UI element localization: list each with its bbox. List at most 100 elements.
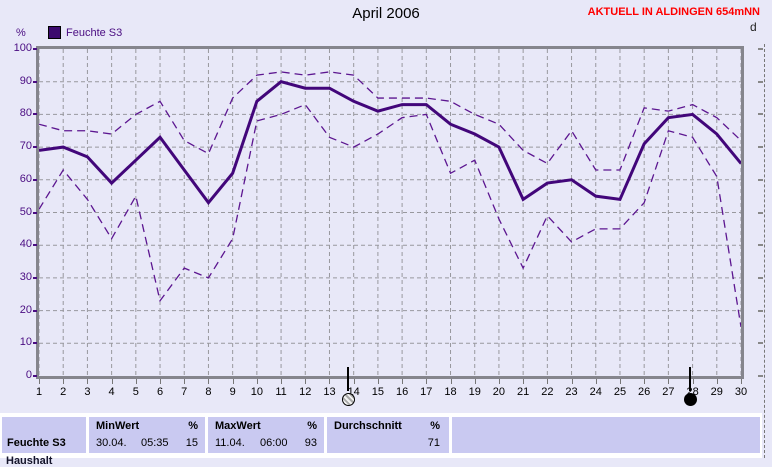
x-tick-mark (571, 379, 573, 384)
x-tick-label: 9 (229, 386, 236, 398)
x-tick-label: 18 (444, 386, 457, 398)
series-mean-line (39, 80, 741, 206)
y-tick-mark (33, 244, 37, 247)
y-tick-mark (33, 80, 37, 83)
secondary-chart-axis (764, 44, 765, 458)
x-tick-label: 3 (84, 386, 91, 398)
y-tick-label: 80 (19, 107, 32, 120)
x-tick-label: 20 (492, 386, 506, 398)
y-tick-mark (33, 309, 37, 312)
min-time: 05:35 (141, 437, 169, 449)
secondary-axis-tick (758, 309, 763, 312)
y-tick-label: 0 (25, 369, 32, 381)
x-tick-mark (668, 379, 670, 384)
secondary-axis-tick (758, 80, 763, 83)
x-tick-mark (256, 379, 258, 384)
right-axis-label: d (750, 20, 757, 34)
plot-area (36, 46, 744, 379)
y-tick-label: 40 (19, 238, 32, 251)
x-tick-mark (450, 379, 452, 384)
y-tick-label: 30 (19, 270, 32, 283)
sensor-name-cell: Feuchte S3 (2, 417, 86, 453)
x-tick-label: 5 (132, 386, 139, 398)
secondary-axis-tick (758, 211, 763, 214)
x-tick-label: 21 (517, 386, 530, 398)
y-axis-unit-label: % (16, 27, 26, 39)
x-tick-mark (402, 379, 404, 384)
x-tick-mark (741, 379, 742, 384)
x-tick-label: 7 (181, 386, 188, 398)
x-tick-label: 6 (156, 386, 164, 398)
avg-unit: % (430, 420, 440, 432)
x-tick-mark (232, 379, 234, 384)
x-tick-mark (353, 379, 355, 384)
x-tick-label: 26 (638, 386, 651, 398)
secondary-axis-tick (758, 113, 763, 116)
sensor-name: Feuchte S3 (7, 437, 66, 449)
max-cell: MaxWert % 11.04. 06:00 93 (208, 417, 324, 453)
x-tick-mark (281, 379, 283, 384)
min-header: MinWert (96, 420, 140, 432)
x-tick-label: 27 (662, 386, 675, 398)
y-tick-mark (33, 113, 37, 116)
legend-label: Feuchte S3 (66, 26, 123, 39)
y-tick-mark (33, 146, 37, 149)
new-moon-marker-line (689, 367, 692, 391)
y-tick-label: 70 (19, 140, 32, 153)
status-banner: AKTUELL IN ALDINGEN 654mNN (587, 6, 760, 18)
y-tick-label: 90 (19, 74, 32, 87)
x-tick-mark (87, 379, 89, 384)
y-tick-mark (33, 48, 37, 50)
series-max-line (39, 71, 741, 171)
min-date: 30.04. (96, 437, 127, 449)
series-min-line (39, 103, 741, 328)
x-tick-label: 19 (468, 386, 481, 398)
y-tick-label: 100 (13, 42, 32, 54)
x-tick-label: 24 (589, 386, 602, 398)
x-tick-mark (619, 379, 621, 384)
x-tick-label: 29 (710, 386, 723, 398)
x-tick-mark (547, 379, 549, 384)
x-tick-mark (692, 379, 694, 384)
secondary-axis-tick (758, 178, 763, 181)
secondary-axis-tick (758, 375, 763, 377)
secondary-axis-tick (758, 244, 763, 247)
y-tick-mark (33, 211, 37, 214)
x-tick-label: 25 (613, 386, 627, 398)
x-tick-label: 12 (299, 386, 312, 398)
x-tick-mark (135, 379, 137, 384)
summary-table: Feuchte S3 MinWert % 30.04. 05:35 15 Max… (0, 413, 762, 458)
page-title: April 2006 (352, 5, 420, 22)
x-tick-mark (329, 379, 331, 384)
y-tick-mark (33, 342, 37, 345)
x-tick-label: 4 (108, 386, 115, 398)
legend-swatch-icon (48, 26, 61, 39)
secondary-axis-tick (758, 146, 763, 149)
humidity-line-chart (39, 49, 741, 376)
legend: Feuchte S3 (48, 26, 122, 39)
avg-cell: Durchschnitt % 71 (327, 417, 449, 453)
x-tick-mark (644, 379, 646, 384)
x-tick-mark (208, 379, 210, 384)
x-tick-label: 30 (734, 386, 748, 398)
x-tick-mark (523, 379, 525, 384)
full-moon-icon (341, 393, 355, 406)
x-tick-mark (63, 379, 65, 384)
full-moon-marker-line (346, 367, 349, 391)
x-tick-label: 10 (250, 386, 263, 398)
x-tick-label: 22 (541, 386, 554, 398)
y-tick-mark (33, 276, 37, 279)
y-tick-mark (33, 178, 37, 181)
max-time: 06:00 (260, 437, 288, 449)
x-tick-label: 1 (35, 386, 43, 398)
min-unit: % (188, 420, 198, 432)
secondary-axis-tick (758, 48, 763, 50)
secondary-axis-tick (758, 342, 763, 345)
x-tick-mark (305, 379, 307, 384)
x-tick-label: 11 (275, 386, 287, 398)
y-tick-label: 50 (19, 205, 32, 218)
min-value: 15 (185, 437, 198, 449)
min-cell: MinWert % 30.04. 05:35 15 (89, 417, 205, 453)
x-tick-mark (377, 379, 379, 384)
new-moon-icon (684, 393, 698, 406)
